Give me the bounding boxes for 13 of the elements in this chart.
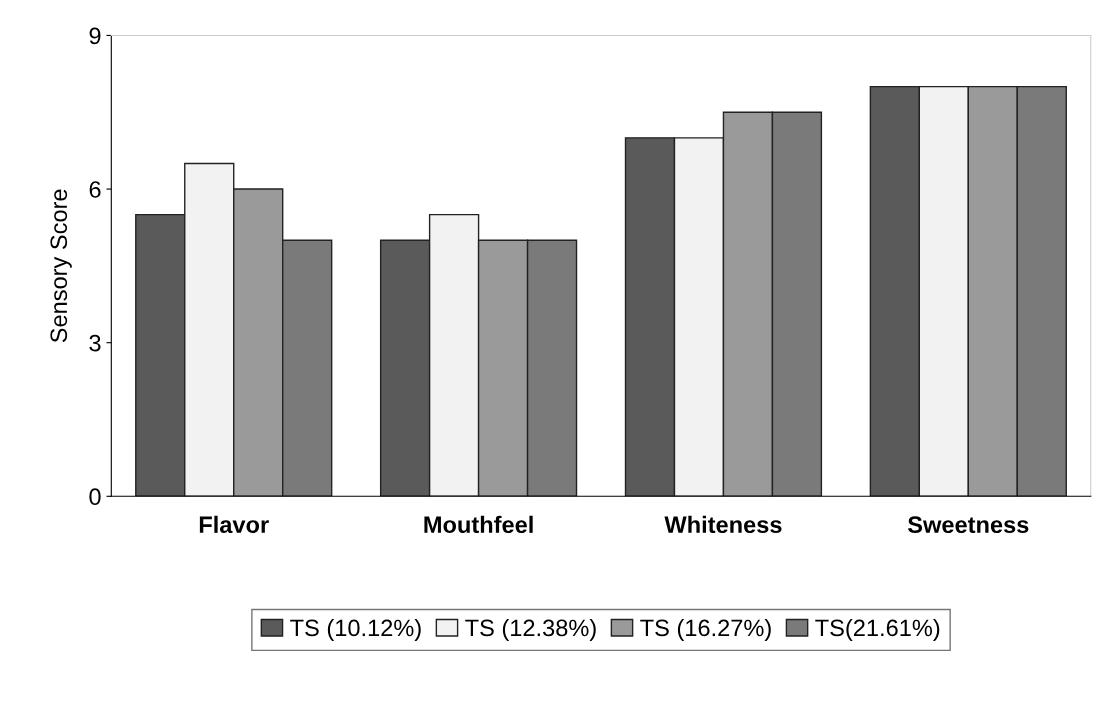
x-tick-label: Whiteness	[664, 515, 782, 534]
x-tick-label: Sweetness	[907, 516, 1029, 534]
x-tick-label: Mouthfeel	[424, 515, 533, 534]
y-tick-label: 9	[89, 27, 101, 45]
x-tick-label: Flavor	[199, 515, 269, 534]
legend-label: TS(21.61%)	[815, 618, 940, 641]
y-tick-label: 6	[89, 181, 101, 198]
legend-label: TS (10.12%)	[290, 618, 421, 641]
legend-label: TS (12.38%)	[465, 618, 596, 641]
y-axis-title: Sensory Score	[50, 189, 72, 343]
legend-label: TS (16.27%)	[640, 618, 771, 641]
y-tick-label: 3	[89, 334, 101, 352]
y-tick-label: 0	[89, 488, 101, 506]
